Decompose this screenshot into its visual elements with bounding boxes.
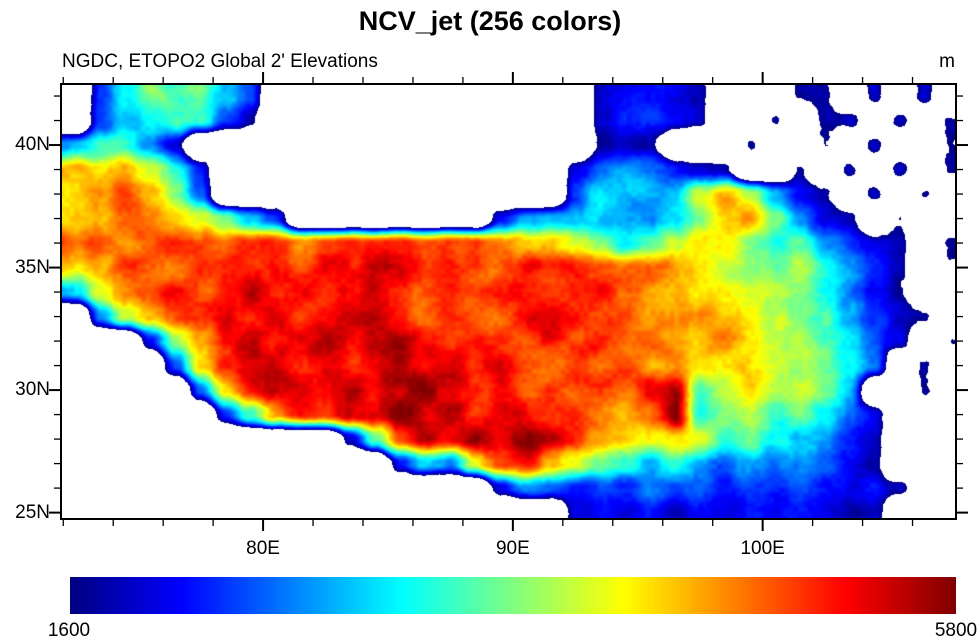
units-label: m: [939, 51, 955, 72]
colorbar-max-label: 5800: [934, 620, 978, 641]
colorbar-gradient: [70, 577, 956, 614]
plot-title: NCV_jet (256 colors): [358, 6, 622, 36]
elevation-map-canvas: [62, 85, 955, 518]
x-tick-label: 80E: [246, 538, 280, 559]
x-tick-label: 100E: [740, 538, 785, 559]
plot-subtitle: NGDC, ETOPO2 Global 2' Elevations: [62, 51, 378, 72]
y-tick-label: 30N: [15, 379, 50, 401]
y-tick-label: 40N: [15, 134, 50, 156]
y-tick-label: 35N: [15, 256, 50, 278]
y-tick-label: 25N: [15, 501, 50, 523]
x-tick-label: 90E: [495, 538, 530, 559]
colorbar-min-label: 1600: [47, 620, 91, 641]
